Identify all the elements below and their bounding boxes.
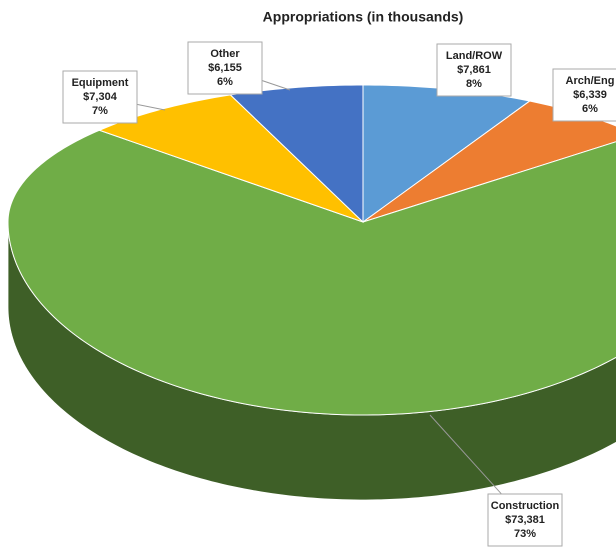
percent-label: 6%: [217, 76, 233, 88]
value-label: $6,339: [573, 89, 607, 101]
label-box: [436, 43, 512, 97]
label-box: [487, 493, 563, 547]
slice-label: Land/ROW: [446, 50, 503, 62]
value-label: $7,861: [457, 64, 491, 76]
value-label: $73,381: [505, 514, 545, 526]
pie-slice: [7, 129, 616, 416]
percent-label: 7%: [92, 105, 108, 117]
percent-label: 6%: [582, 103, 598, 115]
pie-slice: [97, 94, 364, 223]
slice-label: Other: [210, 48, 240, 60]
label-box: [552, 68, 616, 122]
slice-label: Arch/Eng: [566, 75, 615, 87]
percent-label: 8%: [466, 78, 482, 90]
percent-label: 73%: [514, 528, 536, 540]
label-box: [62, 70, 138, 124]
label-box: [187, 41, 263, 95]
slice-label: Equipment: [72, 77, 129, 89]
chart-title: Appropriations (in thousands): [263, 9, 464, 25]
value-label: $6,155: [208, 62, 242, 74]
slice-label: Construction: [491, 500, 560, 512]
value-label: $7,304: [83, 91, 118, 103]
